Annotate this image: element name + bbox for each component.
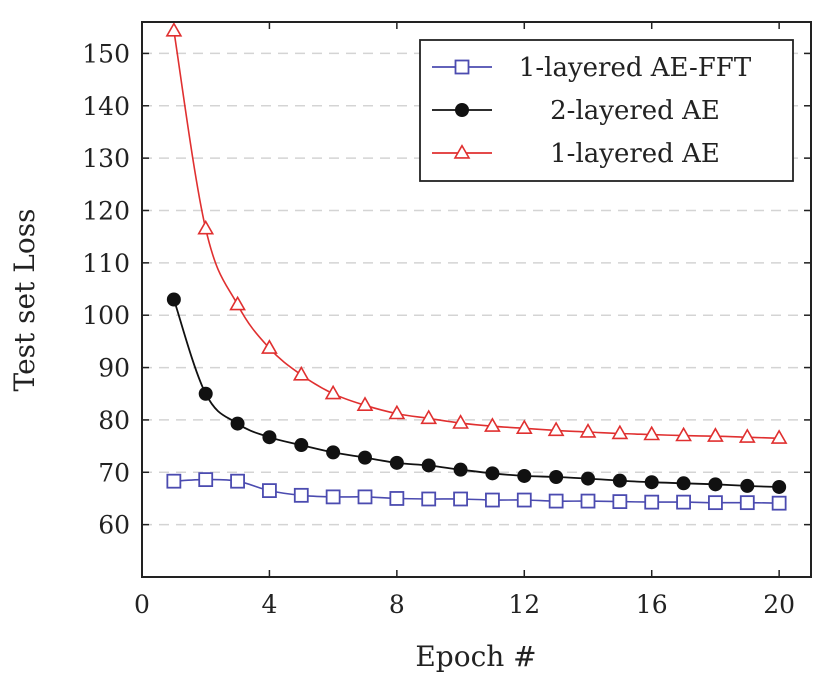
y-tick-label: 90 bbox=[98, 354, 130, 383]
series-line bbox=[173, 299, 780, 488]
data-point bbox=[198, 472, 214, 488]
data-point bbox=[326, 445, 341, 460]
y-gridlines bbox=[142, 52, 811, 526]
data-point bbox=[165, 21, 183, 37]
legend-item: 1-layered AE bbox=[432, 139, 720, 169]
data-point bbox=[771, 495, 787, 511]
data-point bbox=[388, 404, 406, 420]
series-layer bbox=[165, 21, 788, 511]
data-point bbox=[230, 416, 245, 431]
y-tick-label: 110 bbox=[82, 249, 130, 278]
data-point bbox=[772, 479, 787, 494]
x-tick-label: 20 bbox=[763, 590, 795, 619]
legend: 1-layered AE-FFT 2-layered AE 1-layered AE bbox=[419, 39, 794, 182]
legend-marker bbox=[454, 59, 470, 75]
x-tick-label: 0 bbox=[134, 590, 150, 619]
data-point bbox=[166, 473, 182, 489]
data-point bbox=[453, 491, 468, 507]
legend-item: 2-layered AE bbox=[432, 96, 720, 126]
data-point bbox=[293, 487, 309, 503]
data-point bbox=[770, 429, 788, 444]
data-point bbox=[675, 426, 692, 442]
data-point bbox=[739, 495, 755, 511]
y-tick-label: 120 bbox=[82, 196, 130, 225]
data-point bbox=[738, 428, 756, 443]
data-point bbox=[548, 493, 564, 509]
data-point bbox=[580, 493, 596, 509]
y-tick-label: 100 bbox=[82, 301, 130, 330]
data-point bbox=[453, 462, 468, 477]
legend-label: 1-layered AE bbox=[550, 139, 720, 169]
x-tick-label: 16 bbox=[636, 590, 668, 619]
legend-marker bbox=[453, 144, 471, 159]
data-point bbox=[420, 409, 438, 425]
axis-ticks bbox=[141, 22, 811, 577]
data-point bbox=[612, 494, 628, 510]
legend-marker bbox=[455, 103, 469, 117]
data-point bbox=[261, 339, 278, 354]
data-point bbox=[549, 469, 564, 484]
data-point bbox=[229, 295, 246, 311]
data-point bbox=[452, 414, 469, 429]
y-tick-label: 60 bbox=[98, 511, 130, 540]
series-1 bbox=[166, 472, 787, 511]
data-point bbox=[292, 365, 310, 381]
data-point bbox=[707, 427, 724, 442]
plot-frame bbox=[141, 21, 812, 578]
data-point bbox=[198, 386, 213, 401]
data-point bbox=[197, 219, 215, 235]
data-point bbox=[294, 438, 309, 453]
data-point bbox=[357, 489, 373, 505]
data-point bbox=[484, 417, 501, 432]
data-point bbox=[262, 483, 277, 499]
data-point bbox=[644, 494, 660, 510]
y-tick-label: 80 bbox=[98, 406, 130, 435]
data-point bbox=[356, 396, 374, 412]
data-point bbox=[517, 468, 532, 483]
legend-item: 1-layered AE-FFT bbox=[432, 53, 752, 83]
data-point bbox=[676, 494, 691, 510]
data-point bbox=[389, 455, 404, 470]
data-point bbox=[262, 430, 277, 445]
x-axis-label: Epoch # bbox=[415, 640, 536, 673]
data-point bbox=[579, 422, 597, 438]
data-point bbox=[166, 292, 181, 307]
series-3 bbox=[165, 21, 788, 444]
legend-label: 1-layered AE-FFT bbox=[519, 53, 752, 83]
y-tick-label: 140 bbox=[82, 92, 130, 121]
data-point bbox=[421, 491, 437, 507]
y-axis-label: Test set Loss bbox=[8, 209, 41, 392]
data-point bbox=[516, 492, 532, 508]
data-point bbox=[644, 475, 659, 490]
data-point bbox=[389, 491, 405, 506]
data-point bbox=[230, 473, 245, 489]
y-tick-label: 150 bbox=[82, 39, 130, 68]
x-tick-label: 12 bbox=[508, 590, 540, 619]
y-tick-label: 130 bbox=[82, 144, 130, 173]
data-point bbox=[581, 471, 595, 486]
x-tick-label: 4 bbox=[261, 590, 277, 619]
data-point bbox=[358, 450, 372, 465]
data-point bbox=[485, 466, 500, 481]
x-tick-labels: 0 4 8 12 16 20 bbox=[134, 590, 795, 619]
data-point bbox=[485, 492, 500, 508]
data-point bbox=[421, 458, 436, 473]
data-point bbox=[547, 421, 565, 437]
data-point bbox=[324, 384, 342, 400]
data-point bbox=[611, 424, 629, 440]
data-point bbox=[676, 476, 691, 491]
data-point bbox=[612, 473, 627, 488]
legend-label: 2-layered AE bbox=[550, 96, 720, 126]
data-point bbox=[643, 425, 661, 441]
y-tick-label: 70 bbox=[98, 458, 130, 487]
data-point bbox=[325, 489, 341, 505]
data-point bbox=[708, 477, 723, 492]
x-tick-label: 8 bbox=[389, 590, 405, 619]
data-point bbox=[515, 419, 533, 435]
series-2 bbox=[166, 292, 787, 494]
data-point bbox=[740, 478, 755, 493]
data-point bbox=[708, 495, 723, 511]
y-tick-labels: 60 70 80 90 100 110 120 130 140 150 bbox=[82, 39, 130, 539]
